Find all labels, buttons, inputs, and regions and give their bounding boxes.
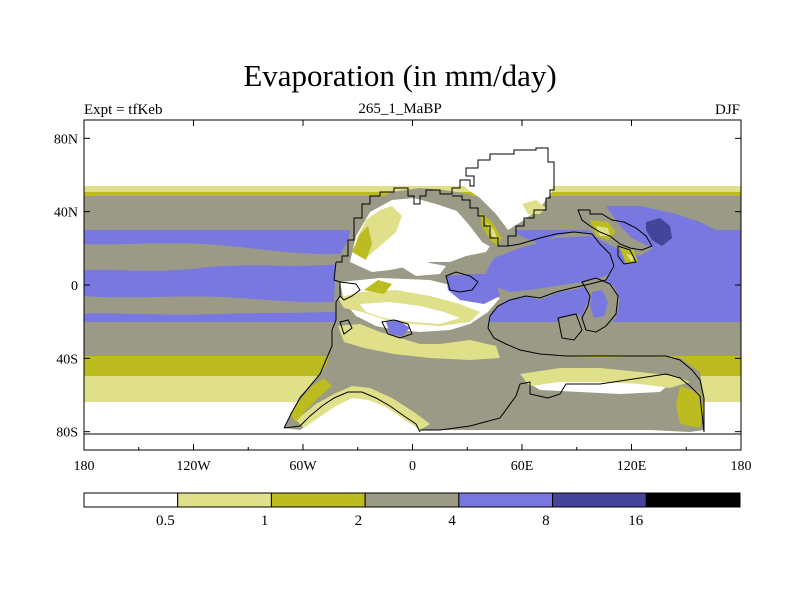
ne-coast-outline [617,245,637,265]
season-label: DJF [714,102,740,118]
east-coast-1-2 [676,386,704,428]
colorbar-label: 2 [355,513,363,529]
tropical-grey-tongue [84,243,360,271]
small-lake [339,319,353,335]
colorbar-swatch [83,492,179,508]
colorbar-label: 16 [628,513,644,529]
southern-margin-05-1 [296,386,430,430]
colorbar-label: 1 [261,513,269,529]
x-tick-label: 60E [511,459,534,474]
y-tick-label: 40N [54,206,78,221]
laurasia-coast [336,147,555,263]
island-lagoon [590,290,608,318]
colorbar-label: 8 [542,513,550,529]
coastlines [84,147,741,435]
x-tick-label: 60W [289,459,317,474]
wet-fringe [364,280,392,294]
colorbar-swatch [458,492,554,508]
colorbar: 0.5 1 2 4 8 16 [83,492,741,529]
ne-block-outline [577,209,653,251]
x-tick-label: 0 [409,459,416,474]
inland-lake [381,319,413,339]
island-outline [581,277,619,333]
nw-pacific-max-core [646,218,672,246]
y-tick-label: 40S [56,352,78,367]
island-outline-south [557,313,583,341]
central-dry-core [360,302,460,324]
colorbar-swatch [552,492,647,508]
colorbar-swatch [645,492,741,508]
ne-block-05-1 [596,226,610,236]
evaporation-map [84,120,741,450]
x-tick-label: 180 [731,459,752,474]
south-coast-west [283,391,421,433]
plot-title: Evaporation (in mm/day) [243,58,557,93]
tethys-high-evap [486,236,620,292]
tethys-west-inlet [445,271,479,293]
colorbar-swatch [364,492,460,508]
nw-pacific-high [606,206,741,252]
southern-dry-zone [300,394,420,432]
central-lake-high [386,320,410,336]
inner-sea-west [339,281,361,301]
east-margin-05-1 [520,368,690,388]
x-tick-label: 120W [176,459,211,474]
colorbar-swatch [177,492,272,508]
colorbar-swatch [270,492,366,508]
ne-coast-05-1 [626,254,634,262]
x-tick-label: 120E [617,459,647,474]
west-coast [283,261,341,429]
time-label: 265_1_MaBP [358,101,442,117]
south-coast-east [420,373,705,433]
southern-margin-1-2 [290,378,332,422]
experiment-label: Expt = tfKeb [84,102,163,118]
colorbar-label: 4 [448,513,456,529]
south-margin-05-1 [338,324,500,360]
tethys-coast [487,231,705,432]
tropical-grey-tongue-south [84,296,360,315]
y-tick-label: 80N [54,132,78,147]
y-tick-label: 0 [71,279,78,294]
colorbar-label: 0.5 [156,513,175,529]
x-tick-label: 180 [74,459,95,474]
margin-1-2-nw [352,226,372,260]
y-tick-label: 80S [56,426,78,441]
northern-dry-patch [400,262,446,276]
map-axes: 180 120W 60W 0 60E 120E 180 80N 40N 0 40S 80S [54,120,752,474]
